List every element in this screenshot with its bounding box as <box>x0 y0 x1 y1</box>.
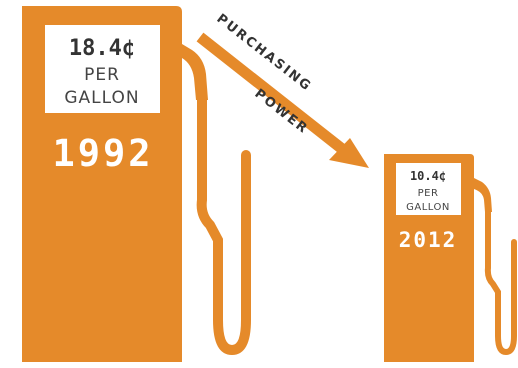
down-right-arrow-icon <box>196 32 369 168</box>
price-label: 18.4¢ <box>69 36 135 61</box>
pump-hose <box>196 95 251 356</box>
price-panel <box>45 25 160 113</box>
price-panel <box>396 163 461 215</box>
pump-1992: 18.4¢ PER GALLON 1992 <box>22 6 251 362</box>
year-label: 1992 <box>52 132 153 175</box>
arrow-shaft <box>196 32 350 157</box>
pump-nozzle <box>474 178 492 212</box>
pump-nozzle <box>182 44 208 100</box>
per-label: PER <box>418 188 439 199</box>
gallon-label: GALLON <box>406 202 450 213</box>
gallon-label: GALLON <box>64 88 139 108</box>
per-label: PER <box>84 65 120 85</box>
pump-hose <box>484 209 517 356</box>
pump-2012: 10.4¢ PER GALLON 2012 <box>384 154 517 362</box>
purchasing-power-arrow: PURCHASING POWER <box>196 11 369 168</box>
year-label: 2012 <box>399 228 458 252</box>
arrow-head <box>329 138 369 168</box>
price-label: 10.4¢ <box>410 169 446 183</box>
